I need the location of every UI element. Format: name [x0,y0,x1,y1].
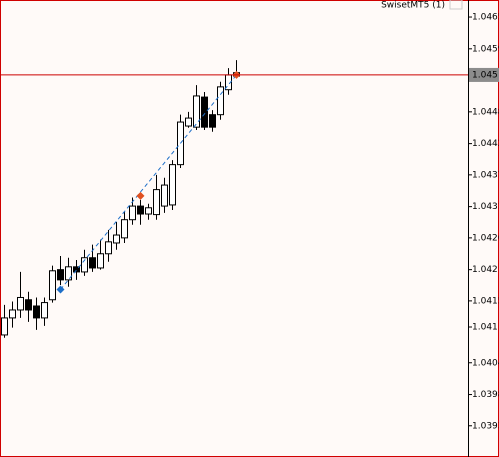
chart-title: SwisetMT5 (1) [381,1,445,11]
y-tick-label: 1.0437 [472,170,499,180]
candle-body [97,253,104,269]
candle-body [137,205,144,215]
y-tick-label: 1.042 [472,265,498,275]
candle-body [145,207,152,215]
candle-body [169,164,176,206]
candle-body [1,317,8,336]
candle-body [57,269,64,281]
candle-body [185,117,192,127]
candle-body [153,189,160,216]
trade-marker [136,191,145,200]
candle-body [33,305,40,319]
y-tick-label: 1.0415 [472,296,499,306]
candle-body [193,95,200,128]
candle-body [113,234,120,244]
trade-marker [56,285,65,294]
trade-line [60,74,237,290]
y-tick-label: 1.041 [472,322,498,332]
y-tick-label: 1.0448 [472,107,499,117]
candle-body [121,219,128,239]
candle-body [209,114,216,128]
candle-body [49,270,56,301]
candle-body [17,296,24,311]
candle-body [201,96,208,128]
icon [449,0,463,10]
y-tick-label: 1.0459 [472,44,499,54]
y-tick-label: 1.0404 [472,358,499,368]
y-tick-label: 1.0398 [472,390,499,400]
candle-body [41,302,48,319]
candle-body [73,266,80,273]
candle-body [105,241,112,255]
y-tick-label: 1.0393 [472,421,499,431]
candle-body [25,299,32,311]
candle-body [89,257,96,269]
candle-body [81,257,88,273]
current-price-box [469,67,499,82]
candle-body [129,205,136,221]
y-tick-label: 1.0442 [472,139,499,149]
current-price-label: 1.045 [472,70,498,80]
candle-body [161,184,168,207]
candle-body [65,266,72,281]
candle-body [9,309,16,319]
candle-body [217,86,224,116]
y-tick-label: 1.0426 [472,233,499,243]
y-tick-label: 1.0465 [472,13,499,23]
